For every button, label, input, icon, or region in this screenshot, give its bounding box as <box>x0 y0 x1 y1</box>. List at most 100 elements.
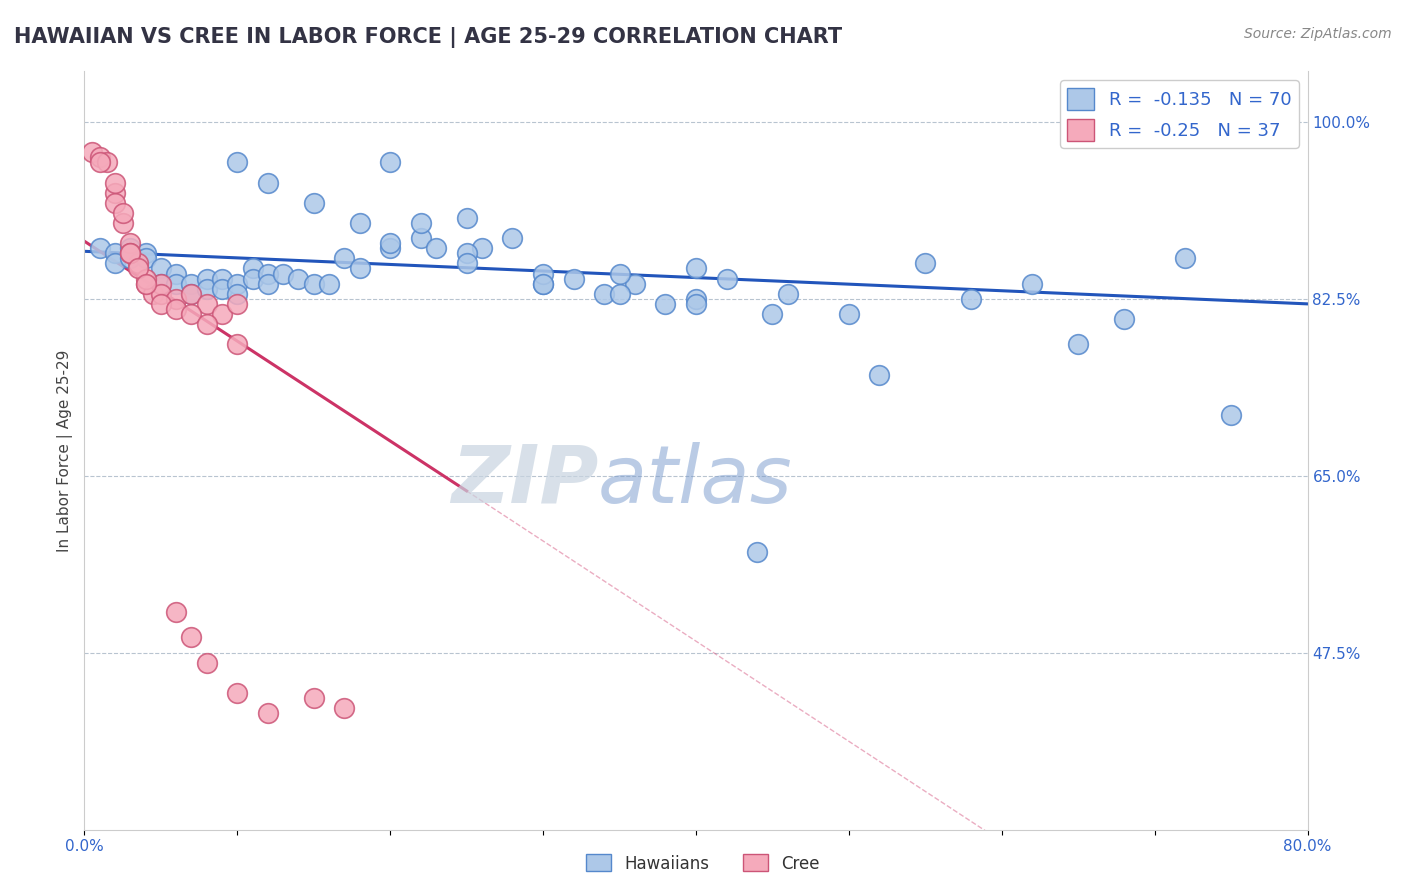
Point <box>257 176 280 190</box>
Legend: R =  -0.135   N = 70, R =  -0.25   N = 37: R = -0.135 N = 70, R = -0.25 N = 37 <box>1060 80 1299 148</box>
Point <box>149 277 172 291</box>
Point <box>111 216 134 230</box>
Point <box>776 286 799 301</box>
Point <box>165 267 187 281</box>
Point <box>104 256 127 270</box>
Point <box>318 277 340 291</box>
Legend: Hawaiians, Cree: Hawaiians, Cree <box>579 847 827 880</box>
Point <box>120 246 142 260</box>
Text: HAWAIIAN VS CREE IN LABOR FORCE | AGE 25-29 CORRELATION CHART: HAWAIIAN VS CREE IN LABOR FORCE | AGE 25… <box>14 27 842 48</box>
Point <box>593 286 616 301</box>
Point <box>349 261 371 276</box>
Point <box>135 271 157 285</box>
Point <box>104 246 127 260</box>
Point <box>302 277 325 291</box>
Point <box>761 307 783 321</box>
Point <box>502 231 524 245</box>
Point <box>120 252 142 266</box>
Point <box>1250 115 1272 129</box>
Point <box>747 544 769 558</box>
Point <box>89 155 111 169</box>
Point <box>654 297 676 311</box>
Point <box>302 691 325 706</box>
Point <box>135 277 157 291</box>
Point <box>111 206 134 220</box>
Point <box>120 236 142 251</box>
Point <box>1067 337 1090 351</box>
Point <box>531 277 554 291</box>
Point <box>120 241 142 255</box>
Point <box>1174 252 1197 266</box>
Point <box>127 261 149 276</box>
Point <box>1114 312 1136 326</box>
Point <box>333 701 356 715</box>
Point <box>211 307 233 321</box>
Point <box>302 195 325 210</box>
Point <box>1021 277 1043 291</box>
Point <box>609 267 631 281</box>
Point <box>242 271 264 285</box>
Point <box>716 271 738 285</box>
Point <box>271 267 294 281</box>
Point <box>456 211 478 225</box>
Point <box>104 186 127 200</box>
Point <box>149 261 172 276</box>
Text: ZIP: ZIP <box>451 442 598 520</box>
Point <box>142 286 165 301</box>
Point <box>242 261 264 276</box>
Point <box>380 241 402 255</box>
Point <box>149 297 172 311</box>
Point <box>287 271 309 285</box>
Point <box>120 246 142 260</box>
Point <box>104 195 127 210</box>
Point <box>380 155 402 169</box>
Point <box>914 256 936 270</box>
Point <box>195 271 218 285</box>
Point <box>165 301 187 316</box>
Point <box>685 292 707 306</box>
Point <box>165 292 187 306</box>
Point <box>333 252 356 266</box>
Point <box>180 286 202 301</box>
Point <box>226 277 249 291</box>
Point <box>96 155 118 169</box>
Point <box>471 241 494 255</box>
Point <box>226 686 249 700</box>
Point <box>226 286 249 301</box>
Point <box>257 267 280 281</box>
Point <box>180 286 202 301</box>
Point <box>165 277 187 291</box>
Point <box>609 286 631 301</box>
Point <box>180 631 202 645</box>
Point <box>165 605 187 619</box>
Point <box>960 292 983 306</box>
Point <box>211 271 233 285</box>
Point <box>838 307 860 321</box>
Point <box>257 706 280 721</box>
Point <box>149 286 172 301</box>
Point <box>562 271 585 285</box>
Point <box>80 145 103 160</box>
Point <box>127 256 149 270</box>
Point <box>1220 408 1243 422</box>
Point <box>195 282 218 296</box>
Point <box>456 256 478 270</box>
Point <box>226 297 249 311</box>
Point <box>409 216 432 230</box>
Point <box>180 277 202 291</box>
Point <box>149 277 172 291</box>
Point <box>89 241 111 255</box>
Point <box>380 236 402 251</box>
Point <box>195 297 218 311</box>
Point <box>531 267 554 281</box>
Point <box>685 297 707 311</box>
Point <box>104 176 127 190</box>
Point <box>685 261 707 276</box>
Point <box>425 241 447 255</box>
Point <box>624 277 647 291</box>
Point <box>195 317 218 331</box>
Point <box>180 307 202 321</box>
Point <box>869 368 891 382</box>
Point <box>226 155 249 169</box>
Point <box>135 246 157 260</box>
